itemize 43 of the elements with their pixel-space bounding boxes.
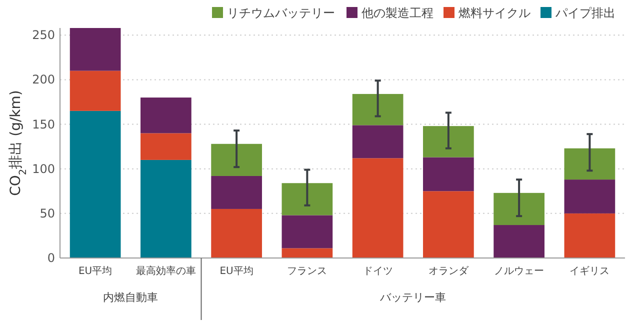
bar xyxy=(140,98,192,134)
bar xyxy=(352,94,404,126)
x-tick-label: フランス xyxy=(287,266,328,277)
y-tick-label: 150 xyxy=(32,117,55,132)
bar xyxy=(564,148,616,180)
bar xyxy=(211,176,262,209)
bar xyxy=(494,225,544,258)
bar xyxy=(423,126,474,158)
bar xyxy=(140,160,192,258)
bar xyxy=(564,180,616,214)
text: バッテリー車 xyxy=(379,291,446,304)
bar xyxy=(423,157,474,192)
text: 内燃自動車 xyxy=(103,291,158,304)
legend-label: リチウムバッテリー xyxy=(227,6,335,20)
x-tick-label: ノルウェー xyxy=(494,266,544,277)
legend-label: 燃料サイクル xyxy=(458,6,530,20)
bar xyxy=(352,125,404,158)
y-tick-label: 0 xyxy=(47,251,55,265)
y-tick-label: 50 xyxy=(40,206,55,220)
bar xyxy=(352,158,404,258)
bar xyxy=(494,192,544,226)
bar xyxy=(282,183,333,216)
y-tick-label: 100 xyxy=(32,162,55,176)
x-tick-label: EU平均 xyxy=(220,265,254,277)
bar xyxy=(282,248,333,258)
bar xyxy=(70,28,121,71)
bar xyxy=(282,215,333,248)
bar xyxy=(211,208,262,258)
legend-label: 他の製造工程 xyxy=(362,6,434,20)
y-tick-label: 250 xyxy=(32,28,55,42)
y-tick-label: 200 xyxy=(32,72,55,87)
legend-label: パイプ排出 xyxy=(554,6,616,20)
bar xyxy=(423,191,474,258)
x-tick-label: オランダ xyxy=(428,265,470,277)
bar xyxy=(70,70,121,111)
x-tick-label: イギリス xyxy=(570,265,610,277)
bar xyxy=(211,144,262,176)
x-tick-label: 最高効率の車 xyxy=(136,265,196,277)
x-tick-label: EU平均 xyxy=(78,265,112,277)
bar xyxy=(564,213,616,258)
bar xyxy=(140,133,192,160)
x-tick-label: ドイツ xyxy=(362,266,393,277)
bar xyxy=(70,110,121,258)
